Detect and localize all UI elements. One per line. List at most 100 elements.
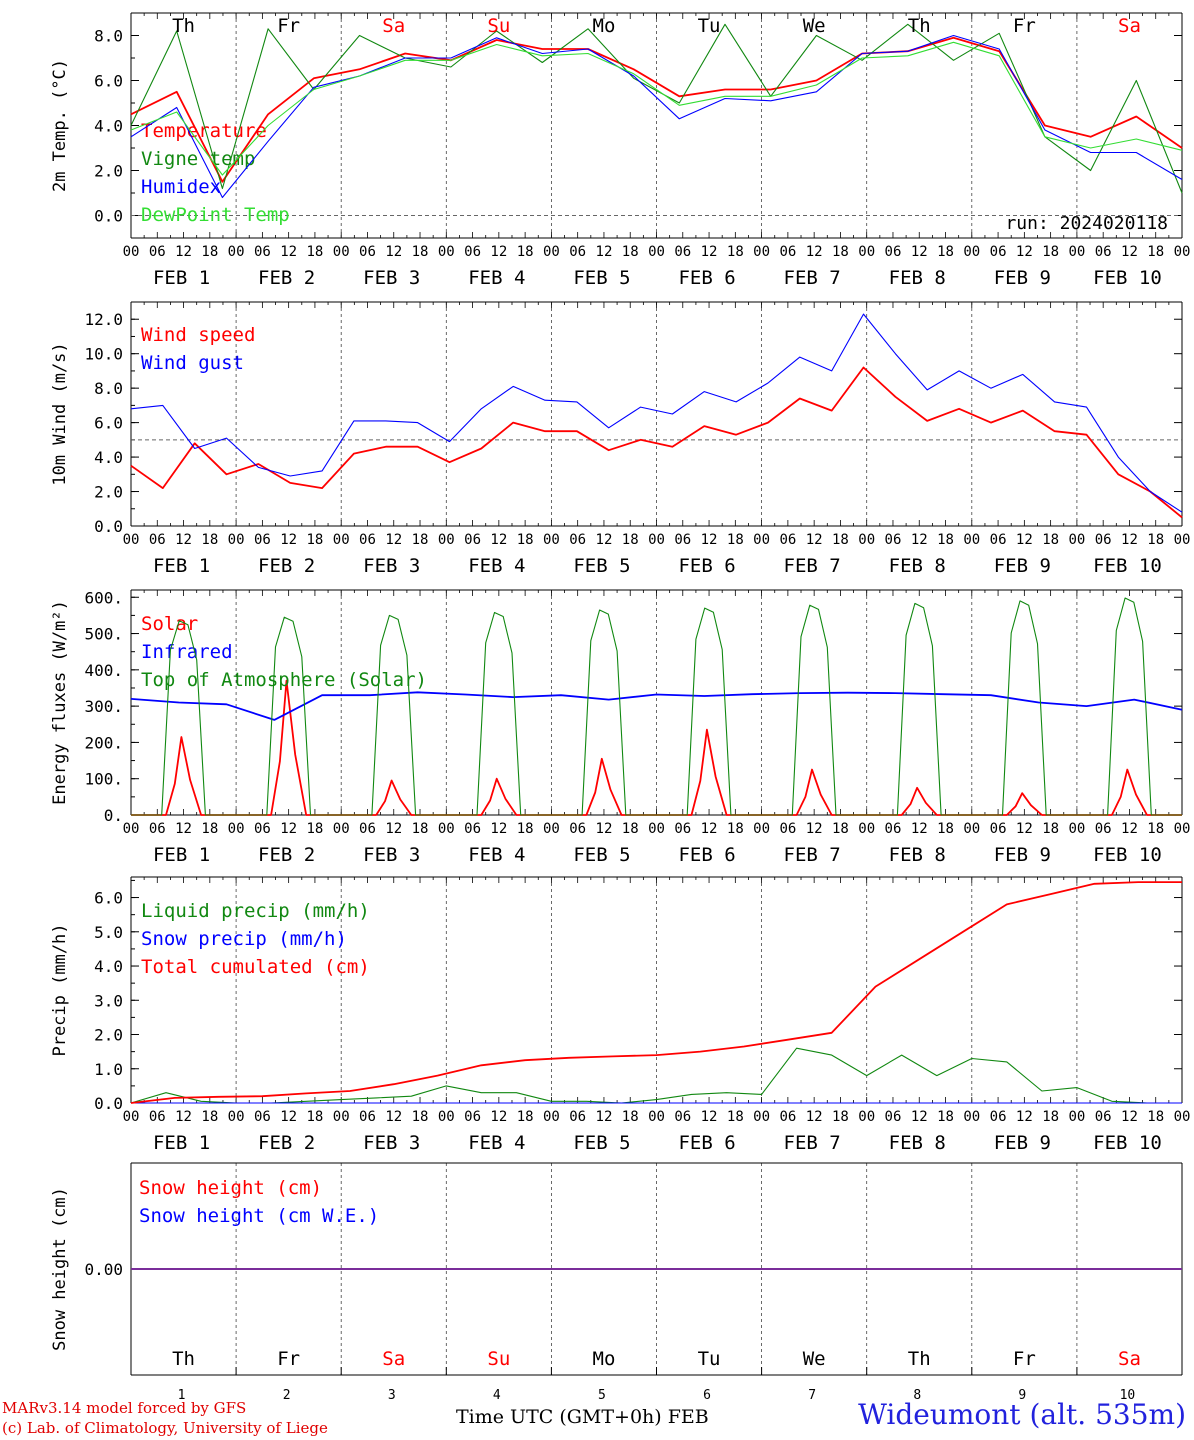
hour-tick-label: 06 xyxy=(779,1109,796,1125)
hour-tick-label: 18 xyxy=(412,1109,429,1125)
hour-tick-label: 00 xyxy=(753,244,770,260)
station-name: Wideumont (alt. 535m) xyxy=(858,1398,1186,1431)
hour-tick-label: 18 xyxy=(1147,532,1164,548)
hour-tick-label: 18 xyxy=(622,532,639,548)
hour-tick-label: 06 xyxy=(990,244,1007,260)
hour-tick-label: 18 xyxy=(412,532,429,548)
hour-tick-label: 00 xyxy=(438,532,455,548)
hour-tick-label: 06 xyxy=(569,1109,586,1125)
date-label: FEB 5 xyxy=(573,555,630,577)
hour-tick-label: 00 xyxy=(333,244,350,260)
date-label: FEB 1 xyxy=(153,844,210,866)
hour-tick-label: 18 xyxy=(1042,821,1059,837)
hour-tick-label: 00 xyxy=(753,821,770,837)
hour-tick-label: 00 xyxy=(648,1109,665,1125)
hour-tick-label: 18 xyxy=(832,1109,849,1125)
series-line xyxy=(130,366,1183,519)
hour-tick-label: 12 xyxy=(175,244,192,260)
hour-tick-label: 06 xyxy=(464,532,481,548)
weekday-label: Th xyxy=(908,1348,931,1370)
weekday-label: Sa xyxy=(382,1348,405,1370)
hour-tick-label: 18 xyxy=(1147,244,1164,260)
hour-tick-label: 18 xyxy=(412,821,429,837)
hour-tick-label: 12 xyxy=(1121,821,1138,837)
hour-tick-label: 00 xyxy=(438,821,455,837)
hour-tick-label: 00 xyxy=(1068,244,1085,260)
weekday-label: Sa xyxy=(1118,1348,1141,1370)
y-tick-label: 300. xyxy=(84,697,123,716)
y-tick-label: 3.0 xyxy=(94,991,123,1010)
legend-entry: DewPoint Temp xyxy=(141,204,290,226)
y-tick-label: 6.0 xyxy=(94,889,123,908)
hour-tick-label: 18 xyxy=(201,532,218,548)
date-label: FEB 2 xyxy=(258,1132,315,1154)
date-label: FEB 1 xyxy=(153,555,210,577)
hour-tick-label: 18 xyxy=(727,244,744,260)
hour-tick-label: 18 xyxy=(622,244,639,260)
hour-tick-label: 12 xyxy=(280,532,297,548)
hour-tick-label: 12 xyxy=(806,532,823,548)
hour-tick-label: 18 xyxy=(937,821,954,837)
series-line xyxy=(130,41,1183,176)
y-tick-label: 4.0 xyxy=(94,448,123,467)
hour-tick-label: 12 xyxy=(490,821,507,837)
y-tick-label: 1.0 xyxy=(94,1060,123,1079)
hour-tick-label: 00 xyxy=(1174,1109,1191,1125)
hour-tick-label: 06 xyxy=(149,821,166,837)
hour-tick-label: 12 xyxy=(701,532,718,548)
date-label: FEB 4 xyxy=(468,844,525,866)
hour-tick-label: 12 xyxy=(280,821,297,837)
date-label: FEB 9 xyxy=(994,1132,1051,1154)
series-line xyxy=(130,1047,1182,1104)
day-number-label: 6 xyxy=(703,1388,711,1403)
y-tick-label: 4.0 xyxy=(94,117,123,136)
hour-tick-label: 06 xyxy=(779,532,796,548)
y-tick-label: 2.0 xyxy=(94,483,123,502)
weekday-label: Su xyxy=(487,1348,510,1370)
panel-4: 0.0 1.0 2.0 3.0 4.0 5.0 6.0 Precip (mm/h) Liquid… xyxy=(50,876,1191,1154)
hour-tick-label: 12 xyxy=(806,244,823,260)
day-number-label: 8 xyxy=(913,1388,921,1403)
date-label: FEB 6 xyxy=(678,1132,735,1154)
day-number-label: 5 xyxy=(598,1388,606,1403)
legend-entry: Wind speed xyxy=(141,324,255,346)
hour-tick-label: 12 xyxy=(490,1109,507,1125)
date-label: FEB 7 xyxy=(784,844,841,866)
hour-tick-label: 06 xyxy=(674,821,691,837)
hour-tick-label: 00 xyxy=(333,1109,350,1125)
hour-tick-label: 06 xyxy=(990,821,1007,837)
weekday-label: Th xyxy=(172,1348,195,1370)
hour-tick-label: 18 xyxy=(727,1109,744,1125)
hour-tick-label: 06 xyxy=(1095,532,1112,548)
hour-tick-label: 06 xyxy=(885,532,902,548)
weekday-label: Fr xyxy=(1013,1348,1036,1370)
weekday-label: Th xyxy=(908,15,931,37)
legend-entry: Wind gust xyxy=(141,352,244,374)
y-tick-label: 5.0 xyxy=(94,923,123,942)
hour-tick-label: 12 xyxy=(911,1109,928,1125)
hour-tick-label: 18 xyxy=(1147,1109,1164,1125)
hour-tick-label: 12 xyxy=(490,532,507,548)
panel-3: 0. 100. 200. 300. 400. 500. 600. Energy fluxes … xyxy=(50,588,1190,866)
hour-tick-label: 06 xyxy=(779,244,796,260)
date-label: FEB 5 xyxy=(573,1132,630,1154)
y-tick-label: 10.0 xyxy=(84,345,123,364)
series-line xyxy=(131,597,1182,816)
hour-tick-label: 06 xyxy=(254,532,271,548)
hour-tick-label: 06 xyxy=(674,532,691,548)
weekday-label: Th xyxy=(172,15,195,37)
y-tick-label: 6.0 xyxy=(94,414,123,433)
panel-5: 0.00 Snow height (cm) Snow height (cm) Snow… xyxy=(50,1163,1183,1375)
hour-tick-label: 00 xyxy=(123,1109,140,1125)
hour-tick-label: 00 xyxy=(228,244,245,260)
series-line xyxy=(130,34,1183,199)
panel-2: 0.0 2.0 4.0 6.0 8.0 10.0 12.0 10m Wind (m/s) Win… xyxy=(50,301,1190,577)
hour-tick-label: 12 xyxy=(490,244,507,260)
hour-tick-label: 00 xyxy=(648,821,665,837)
y-tick-label: 0.0 xyxy=(94,207,123,226)
lab-credit: (c) Lab. of Climatology, University of L… xyxy=(2,1419,328,1437)
hour-tick-label: 18 xyxy=(306,821,323,837)
hour-tick-label: 06 xyxy=(674,244,691,260)
hour-tick-label: 06 xyxy=(569,244,586,260)
day-number-label: 10 xyxy=(1120,1388,1136,1403)
